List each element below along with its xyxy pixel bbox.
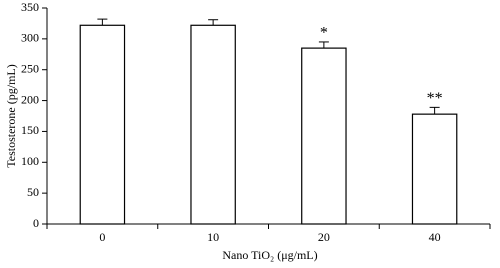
bar: [301, 47, 347, 225]
y-tick-label: 50: [27, 185, 39, 199]
x-tick-label: 0: [99, 230, 105, 244]
x-tick-label: 20: [318, 230, 330, 244]
y-tick-label: 300: [21, 31, 39, 45]
y-tick-label: 250: [21, 61, 39, 75]
error-bar: [318, 41, 329, 49]
bar: [190, 24, 236, 225]
significance-mark: **: [427, 90, 443, 107]
bar: [411, 113, 458, 225]
y-tick-label: 200: [21, 92, 39, 106]
x-axis-label: Nano TiO₂ (μg/mL): [222, 248, 317, 262]
y-tick-label: 0: [33, 216, 39, 230]
error-bar: [97, 18, 108, 26]
y-tick-label: 350: [21, 0, 39, 14]
bar: [79, 24, 126, 225]
y-tick-label: 100: [21, 154, 39, 168]
x-tick-label: 10: [207, 230, 219, 244]
y-tick-label: 150: [21, 123, 39, 137]
y-axis-label: Testosterone (pg/mL): [4, 64, 18, 167]
x-tick-label: 40: [429, 230, 441, 244]
error-bar: [429, 106, 440, 115]
error-bar: [208, 19, 219, 26]
significance-mark: *: [320, 25, 328, 42]
